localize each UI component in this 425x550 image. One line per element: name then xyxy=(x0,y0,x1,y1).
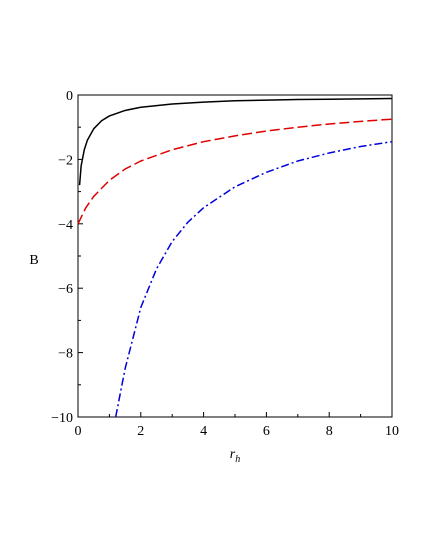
x-tick-label: 4 xyxy=(200,424,207,439)
x-axis-ticks: 0 2 4 6 8 10 xyxy=(75,412,399,439)
series-line-3 xyxy=(114,140,393,418)
y-axis-ticks: 0 −2 −4 −6 −8 −10 xyxy=(51,89,83,426)
y-tick-label: −2 xyxy=(58,153,73,168)
y-tick-label: −10 xyxy=(51,411,73,426)
x-tick-label: 0 xyxy=(75,424,82,439)
y-tick-label: 0 xyxy=(66,89,73,104)
y-tick-label: −6 xyxy=(58,282,73,297)
x-tick-label: 6 xyxy=(263,424,270,439)
series-layer xyxy=(77,97,393,418)
y-tick-label: −8 xyxy=(58,347,73,362)
x-axis-label-main: r xyxy=(230,447,236,462)
series-line-2 xyxy=(77,118,393,225)
x-axis-label-subscript: h xyxy=(235,454,240,465)
series-line-1 xyxy=(78,97,393,186)
y-axis-label: B xyxy=(29,253,38,268)
x-tick-label: 10 xyxy=(385,424,399,439)
x-axis-label: rh xyxy=(230,447,240,465)
x-tick-label: 2 xyxy=(137,424,144,439)
y-tick-label: −4 xyxy=(58,218,73,233)
x-tick-label: 8 xyxy=(326,424,333,439)
